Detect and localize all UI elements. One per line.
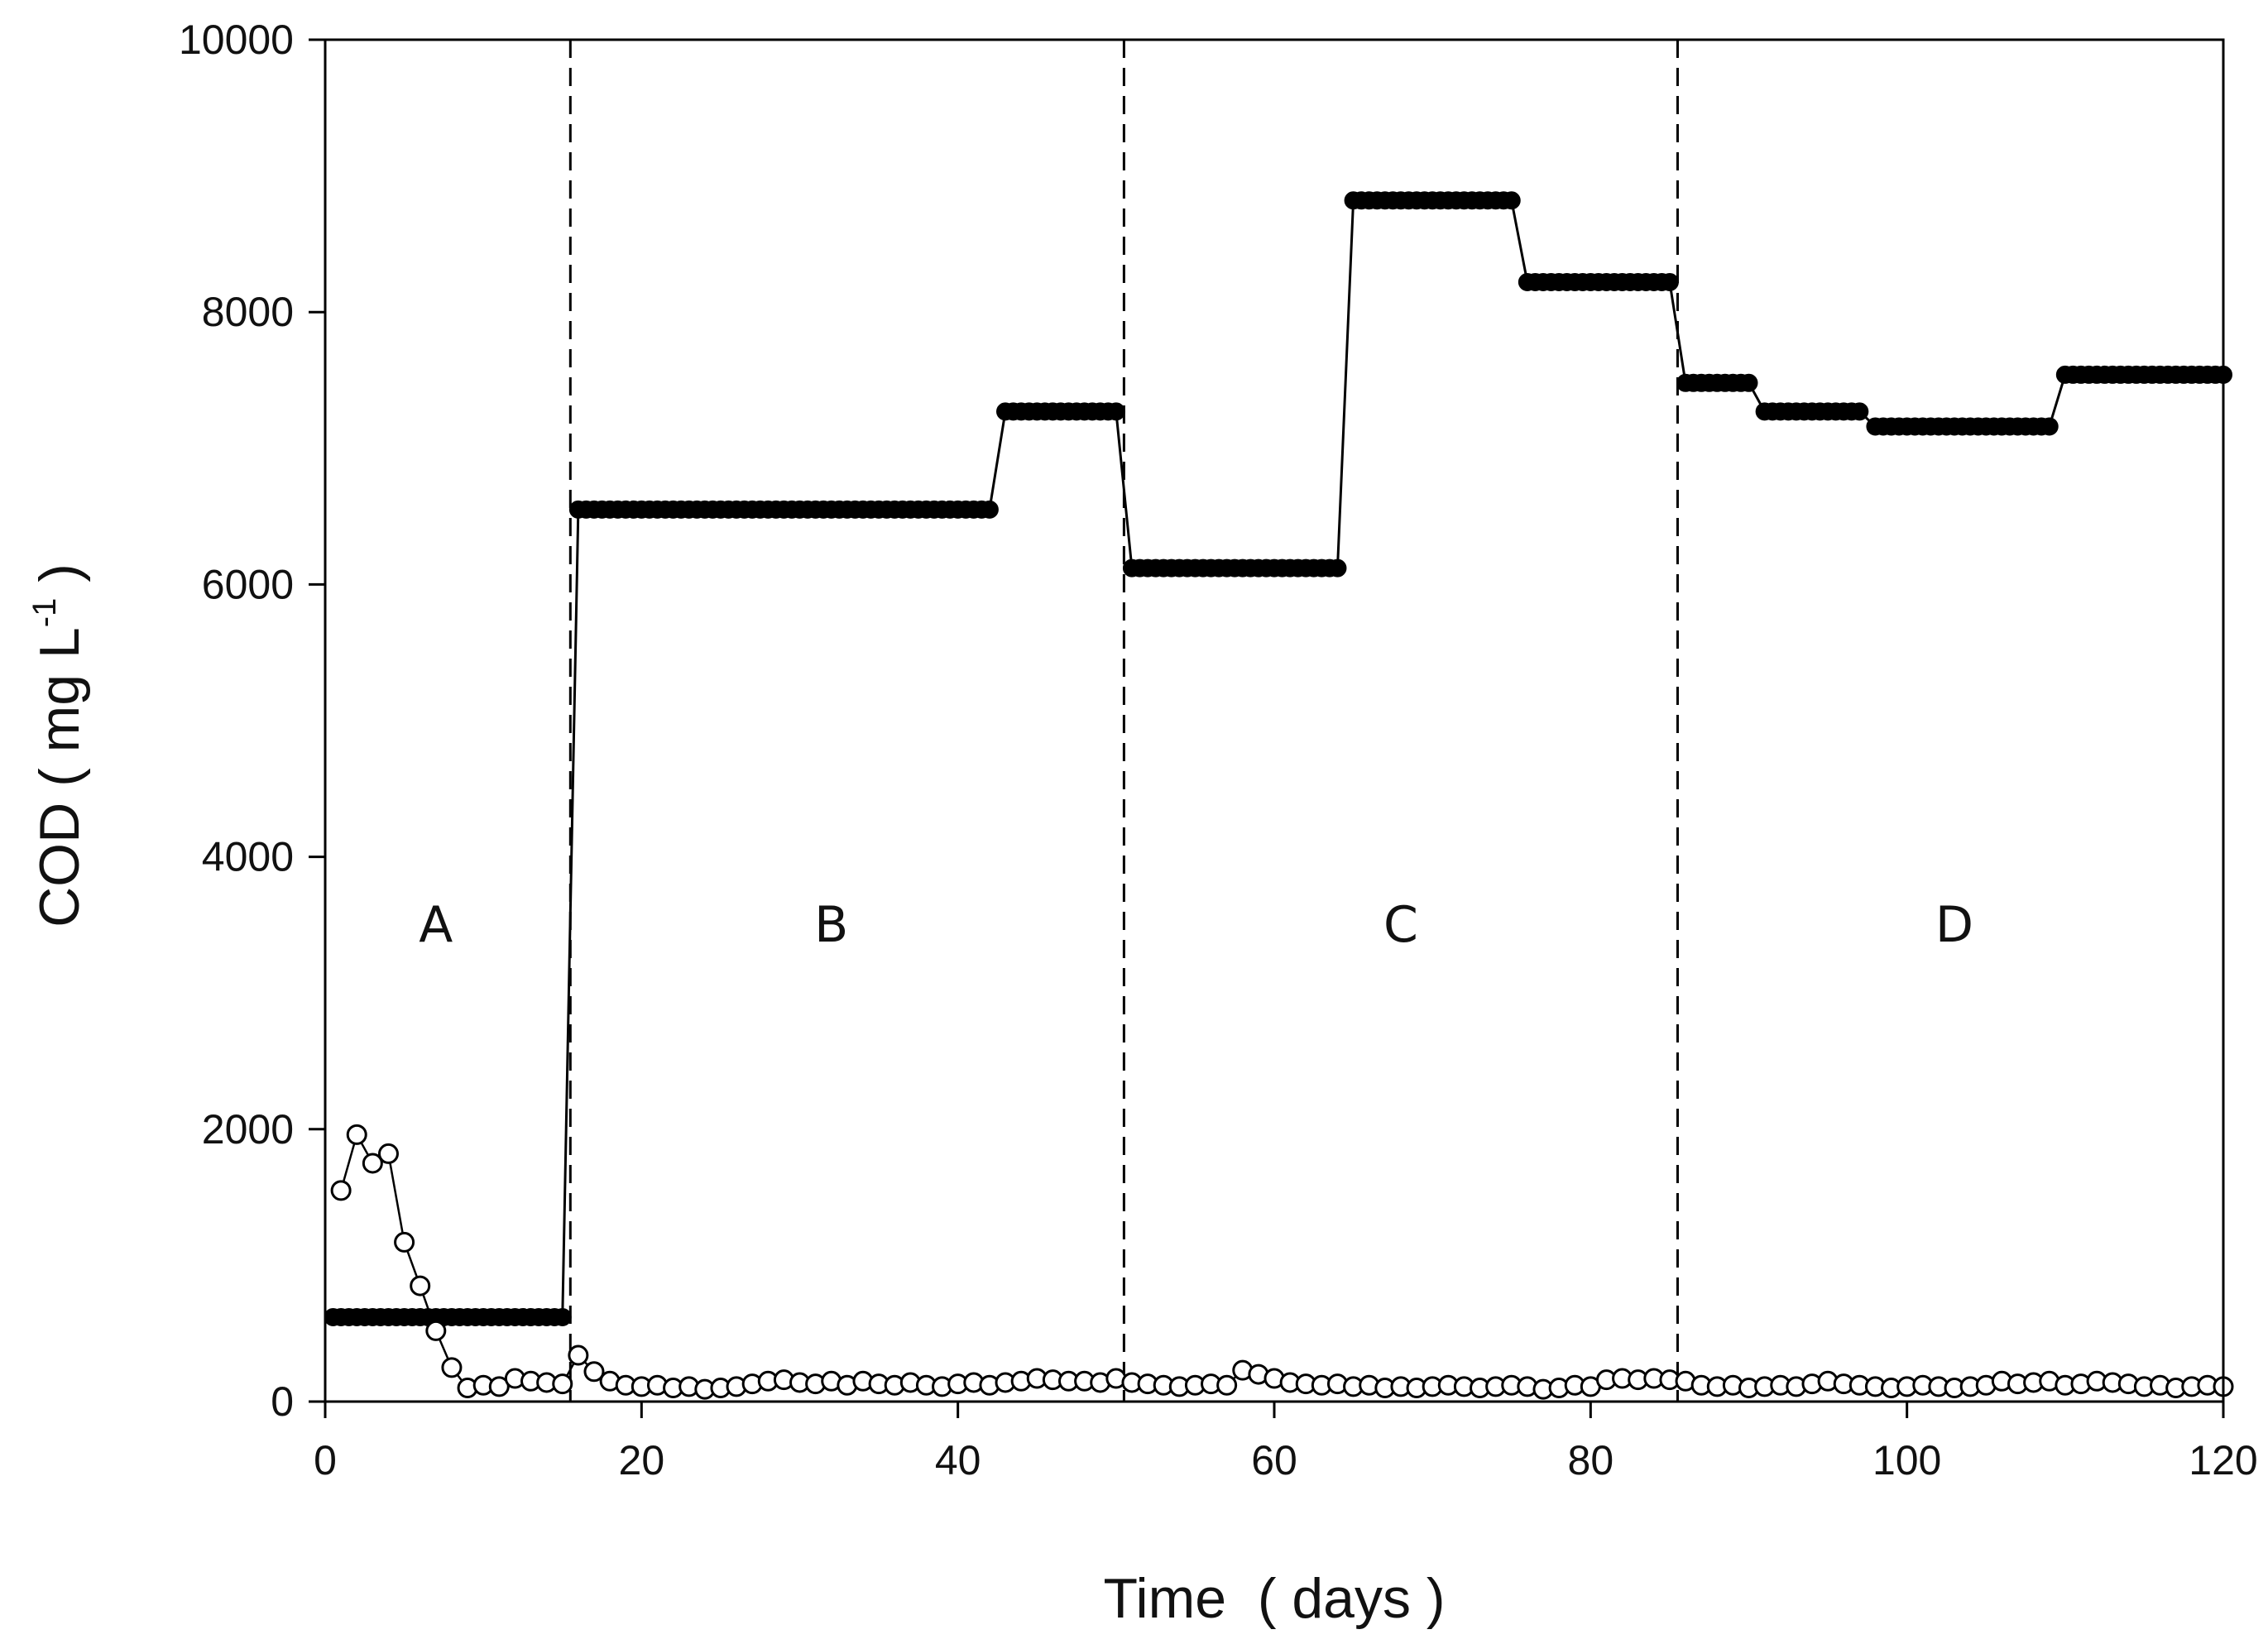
effluent-series [330,1124,2234,1400]
y-tick-label: 6000 [202,561,294,607]
phase-boundaries [568,40,1679,1402]
x-tick-label: 0 [314,1437,337,1483]
y-axis-title-superscript: -1 [26,598,63,628]
influent-point [553,1307,572,1326]
y-tick-label: 0 [271,1378,294,1425]
effluent-point [441,1357,463,1378]
influent-series [324,191,2232,1326]
influent-point [1328,558,1347,578]
x-tick-label: 20 [619,1437,665,1483]
x-tick-label: 120 [2189,1437,2257,1483]
y-tick-label: 2000 [202,1106,294,1153]
effluent-point [568,1344,589,1366]
influent-point [2040,417,2059,436]
effluent-point [346,1124,367,1145]
influent-point [1739,373,1758,392]
y-axis-title: COD ( mg L-1 ) [26,563,91,927]
influent-point [1850,402,1869,421]
effluent-point [377,1143,399,1164]
x-tick-label: 60 [1251,1437,1297,1483]
influent-point [980,500,999,519]
effluent-point [410,1275,431,1297]
axis-ticks: 0 20 40 60 80 100 120 0 2000 4000 6000 8000 10000 [179,17,2258,1483]
phase-labels: A B C D [419,896,1973,954]
phase-label-d: D [1935,896,1973,954]
y-axis-title-close: ) [28,563,91,598]
y-tick-label: 10000 [179,17,294,63]
x-tick-label: 80 [1568,1437,1614,1483]
influent-point [1502,191,1521,210]
effluent-point [362,1153,383,1174]
y-tick-label: 8000 [202,289,294,335]
phase-label-a: A [419,896,453,954]
influent-point [1660,272,1679,291]
effluent-point [488,1376,510,1397]
effluent-point [425,1320,447,1341]
effluent-point [583,1361,605,1383]
effluent-point [394,1231,415,1253]
y-tick-label: 4000 [202,834,294,880]
x-axis-title: Time ( days ) [1103,1567,1445,1630]
phase-label-b: B [814,896,848,954]
x-tick-label: 100 [1872,1437,1941,1483]
effluent-point [330,1180,352,1201]
y-axis-title-main: COD ( mg L [28,627,91,927]
effluent-point [552,1373,573,1395]
x-tick-label: 40 [935,1437,981,1483]
influent-point [1106,402,1125,421]
phase-label-c: C [1383,896,1418,954]
effluent-point [1216,1374,1238,1396]
